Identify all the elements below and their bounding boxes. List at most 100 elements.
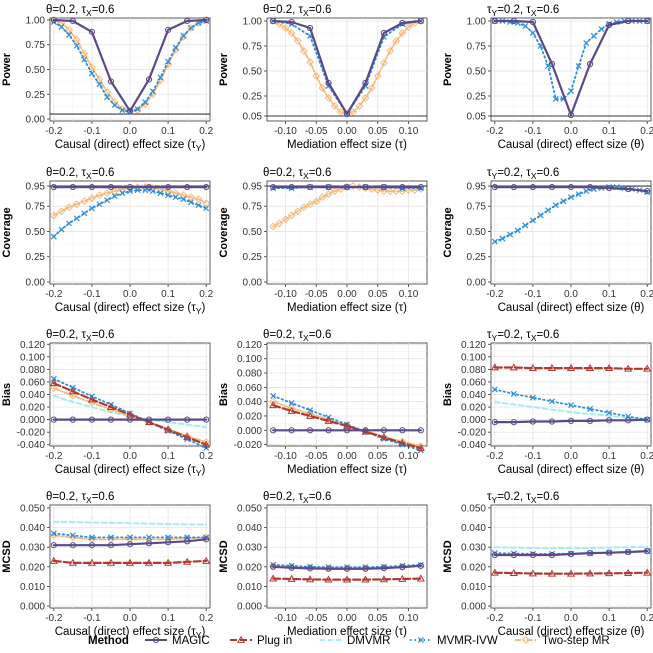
data-point [203,16,210,24]
series-line-two-step-mr [52,534,208,541]
series-line-plug-in [52,382,208,446]
data-point [575,191,582,198]
data-point [643,568,652,576]
x-tick-label: 0.00 [337,451,357,462]
data-point [179,32,188,41]
legend-item-magic: MAGIC [145,635,210,647]
x-tick-label: 0.1 [161,451,175,462]
y-axis-label: Bias [442,383,454,406]
data-point [126,183,134,191]
data-point [583,188,590,195]
data-point [404,186,413,194]
panel-title: θ=0.2, τX=0.6 [46,167,114,181]
data-point [126,107,134,115]
y-tick-label: 0.75 [26,40,46,51]
y-axis-label: Coverage [218,207,230,257]
data-point [202,533,211,542]
panel-title: θ=0.2, τX=0.6 [263,491,331,505]
legend-label: Plug in [257,635,292,647]
y-tick-label: 0.080 [461,365,486,376]
data-point [362,427,369,434]
y-tick-label: 0.00 [243,277,263,288]
x-tick-label: 0.1 [602,126,616,137]
data-point [107,416,115,423]
data-point [552,202,559,209]
data-point [80,197,89,206]
data-point [343,565,351,572]
data-point [318,193,327,202]
legend: Method MAGIC Plug in DMVMR MVMR-IVW Two-step … [88,635,610,647]
data-point [398,574,407,582]
x-axis-label: Mediation effect size (τ) [287,626,407,638]
legend-item-plug-in: Plug in [230,635,292,647]
data-point [330,187,339,196]
series-line-plug-in [493,366,649,370]
data-point [509,363,518,371]
x-tick-label: -0.10 [274,289,297,300]
y-tick-label: 0.020 [20,403,45,414]
data-point [644,548,651,555]
data-point [49,531,58,540]
data-point [81,56,88,63]
data-point [566,569,576,577]
data-point [81,210,88,217]
y-tick-label: 0.75 [243,42,263,53]
data-point [134,187,141,194]
panel-title: τY=0.2, τX=0.6 [487,4,559,18]
data-point [306,575,315,583]
data-point [355,183,364,191]
data-point [126,541,134,548]
data-point [145,540,153,547]
data-point [324,415,333,424]
series-line-magic [493,19,649,117]
data-point [491,386,498,393]
data-point [68,533,77,542]
x-tick-label: 0.10 [399,613,419,624]
data-point [306,24,314,32]
y-tick-label: 0.05 [243,112,263,123]
data-point [187,24,194,31]
data-point [88,205,95,212]
y-tick-label: 0.120 [20,340,45,351]
panel-title: θ=0.2, τX=0.6 [263,4,331,18]
x-tick-label: -0.1 [83,289,101,300]
data-point [548,551,556,559]
data-point [157,190,164,197]
data-point [548,418,556,425]
data-point [306,565,314,572]
data-point [605,569,614,577]
data-point [548,398,555,405]
series-line-dmvmr [52,520,208,526]
data-point [69,542,76,549]
data-point [306,427,314,434]
data-point [416,442,425,450]
x-tick-label: 0.05 [368,613,388,624]
data-point [312,72,321,80]
data-point [269,222,278,231]
data-point [164,539,172,546]
data-point [195,202,202,209]
panel-mcsd-1: -0.2 -0.1 0.0 0.1 0.2 0.000 0.010 0.020 0.030 0.0… [1,491,214,640]
data-point [624,568,633,576]
data-point [416,574,425,582]
data-point [49,556,58,564]
y-tick-label: 0.50 [26,65,46,76]
y-tick-label: 0.020 [20,562,45,573]
data-point [157,74,164,81]
data-point [606,409,613,416]
data-point [355,102,364,110]
data-point [164,425,173,433]
x-tick-label: -0.2 [45,451,63,462]
data-point [106,402,116,410]
series-line-plug-in [52,559,208,565]
data-point [87,395,96,403]
x-tick-label: 0.00 [337,289,357,300]
data-point [545,207,552,214]
data-point [68,558,77,566]
y-tick-label: 0.25 [243,92,263,103]
data-point [325,427,332,434]
y-tick-label: 0.080 [20,365,45,376]
data-point [69,532,76,539]
